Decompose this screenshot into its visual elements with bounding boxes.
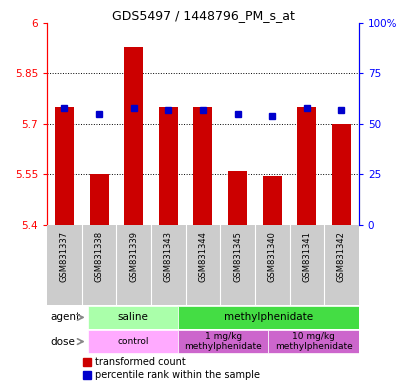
Bar [227,171,247,225]
Text: GSM831338: GSM831338 [94,231,103,282]
Text: GSM831339: GSM831339 [129,231,138,282]
Bar [268,330,358,353]
Text: control: control [117,337,148,346]
Bar [262,176,281,225]
Text: GSM831345: GSM831345 [232,231,241,282]
Text: GSM831342: GSM831342 [336,231,345,282]
Bar [178,306,358,329]
Bar [88,330,178,353]
Bar [158,107,178,225]
Bar [193,107,212,225]
Text: GSM831337: GSM831337 [60,231,69,282]
Text: saline: saline [117,312,148,323]
Bar [331,124,350,225]
Text: GSM831343: GSM831343 [164,231,173,282]
Text: agent: agent [50,312,80,323]
Text: 10 mg/kg
methylphenidate: 10 mg/kg methylphenidate [274,332,352,351]
Bar [124,46,143,225]
Bar [88,306,178,329]
Title: GDS5497 / 1448796_PM_s_at: GDS5497 / 1448796_PM_s_at [111,9,294,22]
Text: GSM831341: GSM831341 [301,231,310,282]
Bar [178,330,268,353]
Text: dose: dose [50,336,75,347]
Text: methylphenidate: methylphenidate [223,312,312,323]
Text: GSM831340: GSM831340 [267,231,276,282]
Bar [297,107,316,225]
Text: 1 mg/kg
methylphenidate: 1 mg/kg methylphenidate [184,332,261,351]
Legend: transformed count, percentile rank within the sample: transformed count, percentile rank withi… [83,357,259,380]
Text: GSM831344: GSM831344 [198,231,207,282]
Bar [89,174,108,225]
Bar [55,107,74,225]
